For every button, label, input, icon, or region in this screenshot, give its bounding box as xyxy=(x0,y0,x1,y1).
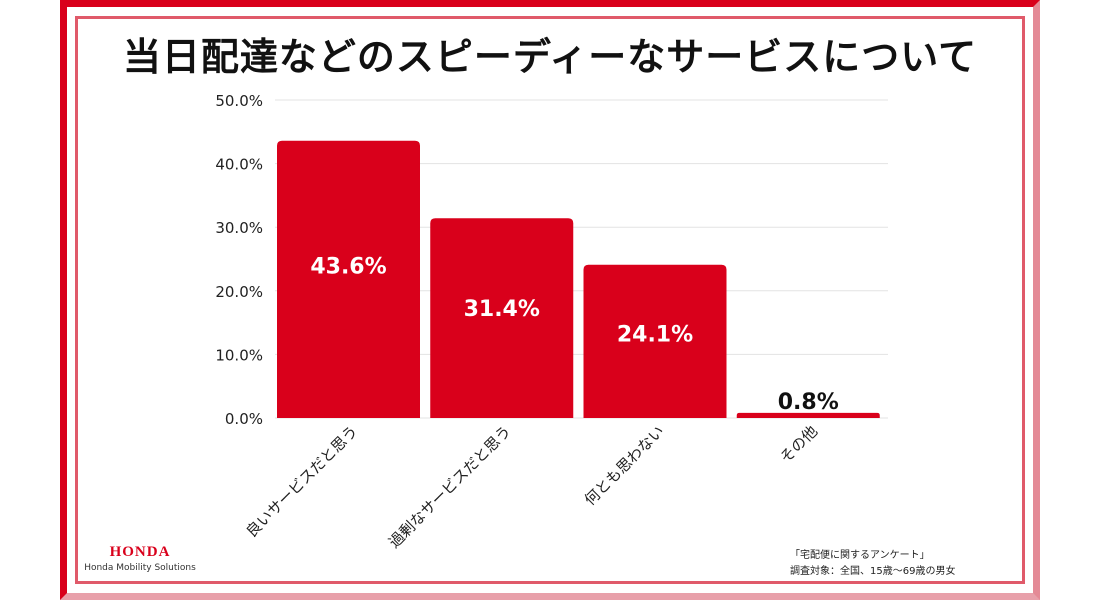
value-label: 43.6% xyxy=(310,254,386,279)
value-label: 0.8% xyxy=(778,390,839,415)
y-tick-label: 40.0% xyxy=(215,156,263,174)
y-tick-label: 0.0% xyxy=(225,410,263,428)
survey-footnote: 「宅配便に関するアンケート」 調査対象：全国、15歳〜69歳の男女 xyxy=(790,548,1022,580)
x-tick-label: その他 xyxy=(777,422,822,467)
value-label: 31.4% xyxy=(464,297,540,322)
brand-subtitle: Honda Mobility Solutions xyxy=(80,563,200,573)
footnote-line-1: 「宅配便に関するアンケート」 xyxy=(790,548,1022,564)
y-tick-label: 20.0% xyxy=(215,283,263,301)
y-tick-label: 50.0% xyxy=(215,92,263,110)
value-label: 24.1% xyxy=(617,323,693,348)
y-tick-label: 10.0% xyxy=(215,346,263,364)
honda-logo: HONDA xyxy=(80,544,200,561)
x-tick-label: 良いサービスだと思う xyxy=(243,422,362,541)
x-tick-label: 過剰なサービスだと思う xyxy=(385,422,514,551)
y-tick-label: 30.0% xyxy=(215,219,263,237)
x-tick-label: 何とも思わない xyxy=(581,422,668,509)
footnote-line-2: 調査対象：全国、15歳〜69歳の男女 xyxy=(790,564,1022,580)
brand-block: HONDA Honda Mobility Solutions xyxy=(80,544,200,573)
